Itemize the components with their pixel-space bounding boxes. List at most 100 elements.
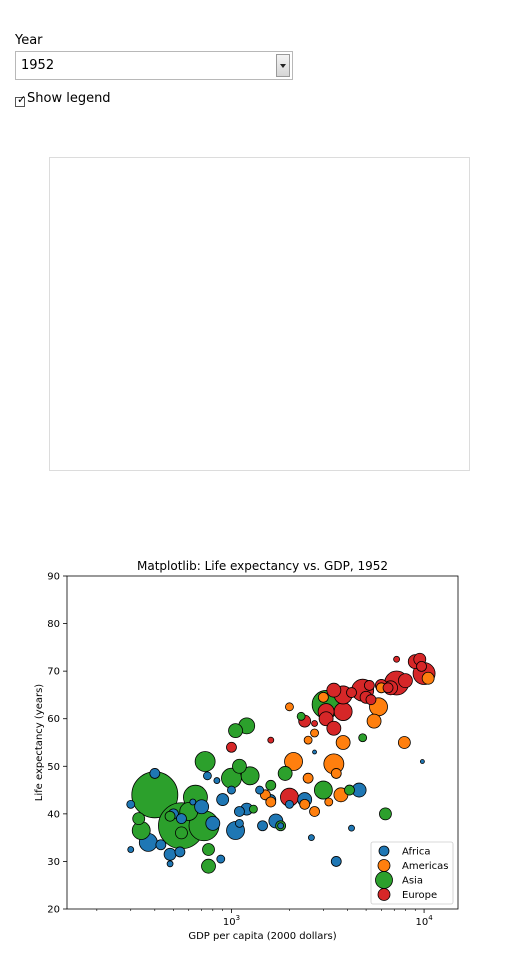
- data-point-americas: [299, 798, 311, 810]
- data-point-americas: [397, 736, 411, 749]
- y-tick-label: 70: [47, 667, 60, 678]
- data-point-europe: [226, 741, 237, 753]
- data-point-americas: [317, 691, 329, 703]
- x-tick-label: 103: [223, 914, 240, 928]
- data-point-asia: [232, 758, 247, 774]
- data-point-americas: [284, 752, 303, 771]
- data-point-africa: [205, 815, 221, 831]
- data-point-asia: [358, 733, 368, 743]
- data-point-africa: [126, 799, 136, 809]
- legend-entry-africa: Africa: [402, 847, 431, 858]
- empty-figure-panel: [49, 157, 470, 471]
- year-select-button[interactable]: [276, 54, 290, 77]
- legend-marker-europe: [377, 888, 391, 901]
- data-point-asia: [313, 780, 333, 800]
- checkmark-icon: ✓: [17, 93, 27, 106]
- legend-entry-europe: Europe: [402, 890, 437, 901]
- data-point-americas: [310, 728, 319, 738]
- data-point-asia: [175, 826, 188, 840]
- data-point-europe: [393, 655, 401, 663]
- data-point-asia: [201, 858, 216, 874]
- data-point-africa: [216, 854, 226, 864]
- show-legend-checkbox[interactable]: ✓: [15, 93, 27, 107]
- data-point-americas: [302, 772, 314, 784]
- data-point-africa: [255, 785, 265, 795]
- axes-frame: [66, 575, 459, 910]
- data-point-asia: [249, 804, 258, 814]
- data-point-africa: [174, 846, 186, 858]
- legend-marker-americas: [377, 859, 391, 872]
- data-point-africa: [149, 768, 161, 779]
- data-point-americas: [265, 796, 277, 808]
- data-point-asia: [194, 751, 216, 772]
- data-point-africa: [194, 799, 210, 815]
- chevron-down-icon: [280, 64, 286, 68]
- data-point-europe: [311, 720, 318, 727]
- data-point-americas: [421, 671, 435, 685]
- data-point-europe: [363, 680, 375, 691]
- y-tick-label: 20: [47, 905, 60, 916]
- legend-entry-asia: Asia: [402, 876, 423, 887]
- legend-marker-asia: [375, 871, 393, 889]
- data-point-africa: [176, 813, 187, 825]
- data-point-africa: [285, 799, 294, 809]
- data-point-europe: [326, 682, 342, 698]
- x-axis-label: GDP per capita (2000 dollars): [188, 931, 336, 942]
- y-tick-label: 50: [47, 762, 60, 773]
- data-point-asia: [240, 766, 260, 786]
- show-legend-label: Show legend: [27, 91, 111, 106]
- year-select[interactable]: 1952: [15, 51, 293, 80]
- life-expectancy-scatter-chart: 20 30 40 50 60 70 80 90 103 104 Matplotlib: Life e…: [34, 559, 459, 942]
- data-point-asia: [164, 810, 176, 822]
- data-point-americas: [324, 797, 334, 807]
- chart-title: Matplotlib: Life expectancy vs. GDP, 195…: [137, 559, 388, 573]
- data-point-africa: [419, 759, 425, 764]
- data-point-africa: [234, 806, 245, 817]
- y-tick-label: 60: [47, 714, 60, 725]
- data-point-europe: [333, 702, 353, 721]
- data-point-asia: [202, 843, 215, 856]
- legend-entry-americas: Americas: [402, 861, 448, 872]
- data-point-africa: [330, 856, 342, 867]
- data-point-asia: [296, 711, 306, 721]
- data-point-asia: [132, 812, 146, 826]
- data-point-europe: [326, 720, 342, 736]
- data-point-europe: [346, 687, 357, 698]
- data-point-europe: [382, 682, 394, 694]
- data-point-africa: [257, 820, 268, 832]
- data-point-europe: [416, 660, 427, 672]
- data-point-africa: [235, 818, 244, 828]
- data-point-africa: [277, 822, 285, 830]
- data-point-americas: [366, 713, 382, 729]
- data-point-africa: [163, 847, 177, 861]
- y-tick-label: 80: [47, 619, 60, 630]
- data-point-americas: [335, 735, 351, 750]
- data-point-americas: [285, 702, 294, 712]
- data-point-asia: [228, 723, 243, 739]
- y-tick-label: 30: [47, 857, 60, 868]
- data-point-africa: [213, 777, 221, 784]
- data-point-africa: [166, 860, 174, 868]
- data-point-asia: [344, 784, 355, 796]
- data-point-europe: [365, 694, 377, 706]
- data-point-europe: [398, 673, 413, 689]
- data-point-africa: [127, 846, 135, 853]
- data-point-africa: [189, 798, 197, 806]
- data-point-americas: [330, 768, 342, 779]
- y-axis-label: Life expectancy (years): [34, 684, 45, 801]
- data-point-africa: [312, 749, 317, 755]
- data-point-africa: [216, 793, 230, 806]
- data-point-africa: [203, 771, 212, 781]
- legend-box: [370, 841, 454, 905]
- data-point-africa: [307, 834, 315, 842]
- data-point-africa: [155, 839, 167, 851]
- data-point-asia: [265, 779, 277, 791]
- x-tick-label: 104: [415, 914, 433, 928]
- data-point-asia: [277, 766, 293, 781]
- data-point-africa: [348, 824, 355, 832]
- y-tick-label: 40: [47, 809, 60, 820]
- y-tick-label: 90: [47, 572, 60, 583]
- data-point-americas: [303, 735, 313, 745]
- data-point-asia: [379, 807, 392, 821]
- data-point-americas: [309, 806, 320, 817]
